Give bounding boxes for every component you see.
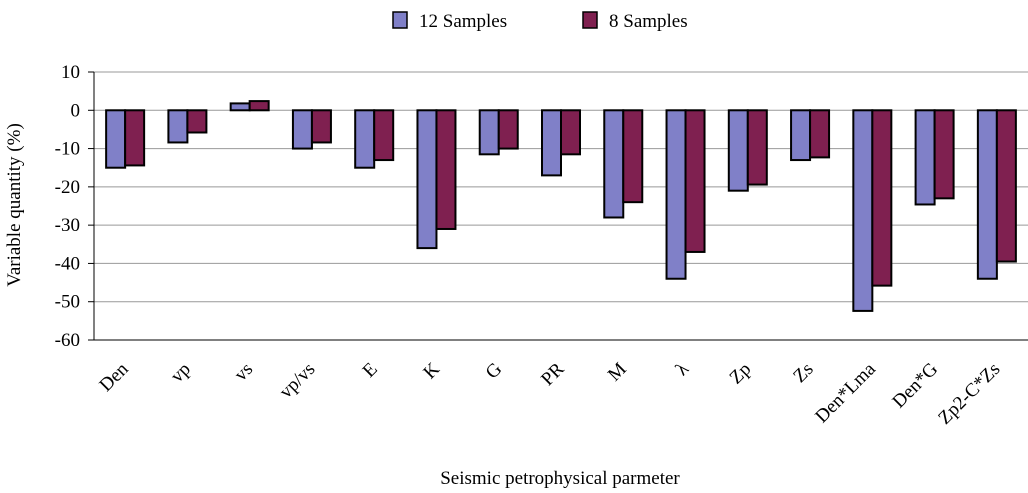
bar: [665, 109, 687, 280]
x-tick-label: E: [359, 359, 382, 382]
bar: [995, 109, 1017, 263]
bar: [497, 109, 519, 150]
bar: [105, 109, 127, 169]
bar: [933, 109, 955, 200]
bar: [291, 109, 313, 150]
x-tick-label: G: [482, 358, 507, 383]
bar: [310, 109, 332, 144]
bar: [248, 100, 270, 112]
bar: [560, 109, 581, 156]
x-tick-label: Den: [95, 358, 133, 396]
x-tick-label: M: [604, 359, 631, 386]
bar: [622, 109, 644, 204]
x-tick-label: K: [419, 358, 444, 383]
x-tick-label: vs: [230, 359, 257, 386]
y-tick-label: -10: [55, 139, 80, 160]
bar: [684, 109, 706, 253]
bar: [976, 109, 998, 280]
y-tick-label: 10: [61, 62, 80, 83]
bar: [373, 109, 395, 162]
bar: [186, 109, 208, 134]
x-tick-label: vp: [167, 359, 195, 387]
legend-label: 12 Samples: [419, 11, 507, 32]
bar: [229, 102, 251, 112]
bar: [478, 109, 500, 156]
bar: [541, 109, 562, 177]
bar: [167, 109, 189, 144]
y-tick-label: -20: [55, 177, 80, 198]
bar: [416, 109, 438, 250]
x-tick-label: Zp2-C*Zs: [934, 359, 1004, 429]
bar: [852, 109, 874, 312]
x-axis-label: Seismic petrophysical parmeter: [440, 468, 680, 489]
bar: [746, 109, 768, 186]
legend-swatch: [582, 11, 598, 29]
legend-swatch: [392, 11, 408, 29]
bar: [124, 109, 146, 167]
x-tick-label: PR: [537, 358, 569, 390]
bar: [914, 109, 936, 206]
y-tick-label: 0: [71, 100, 81, 121]
bar: [435, 109, 457, 230]
legend-label: 8 Samples: [609, 11, 688, 32]
bar: [354, 109, 376, 169]
y-axis-label: Variable quantity (%): [4, 123, 25, 287]
x-tick-label: Den*Lma: [811, 358, 880, 427]
bar: [809, 109, 831, 159]
bar: [790, 109, 812, 162]
y-tick-label: -30: [55, 215, 80, 236]
x-tick-label: Den*G: [888, 358, 942, 412]
bar: [603, 109, 625, 219]
bar: [727, 109, 749, 192]
y-tick-label: -40: [55, 253, 80, 274]
y-tick-label: -60: [55, 330, 80, 351]
x-tick-label: Zp: [726, 359, 756, 389]
x-tick-label: vp/vs: [275, 359, 319, 403]
bar: [871, 109, 893, 287]
x-tick-label: Zs: [789, 359, 817, 387]
y-tick-label: -50: [55, 292, 80, 313]
x-tick-label: λ: [672, 358, 694, 380]
